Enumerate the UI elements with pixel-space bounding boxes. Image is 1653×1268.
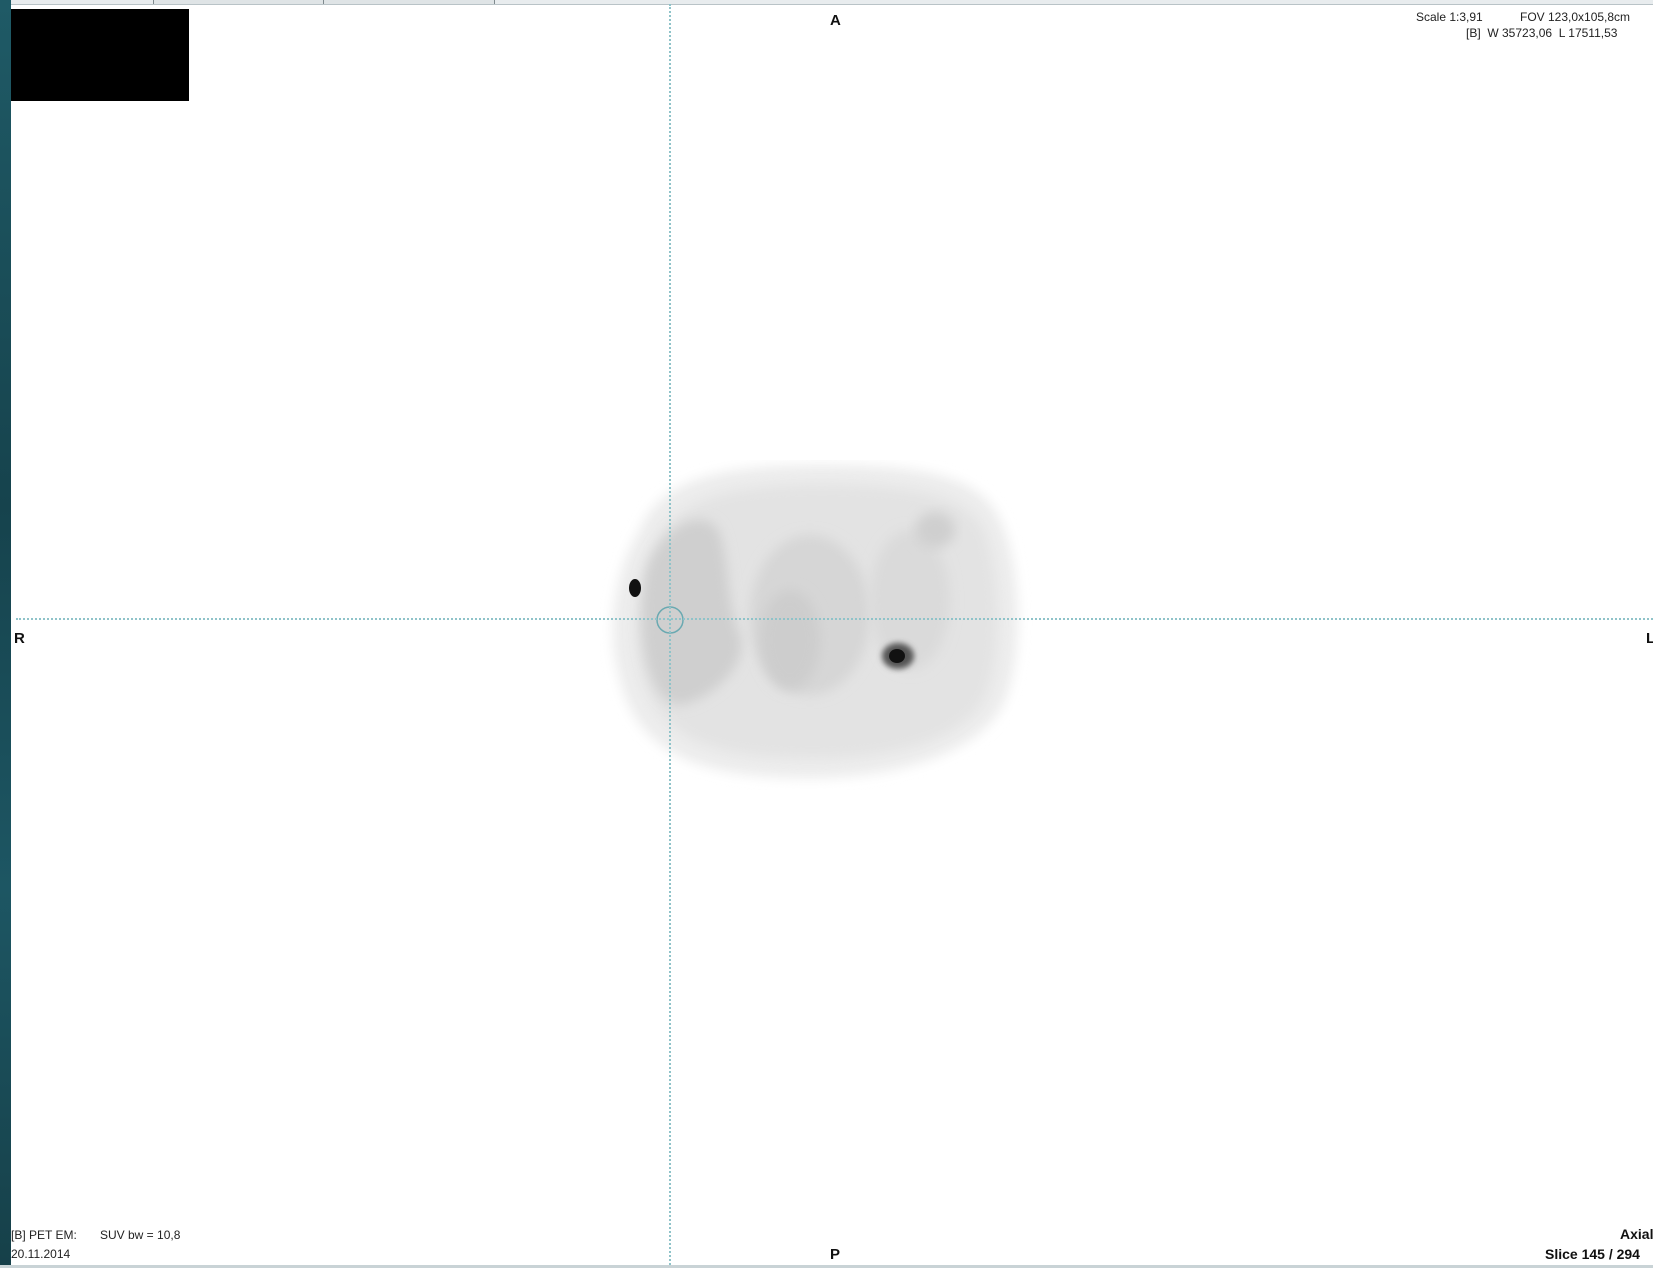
plane-label: Axial: [1620, 1226, 1653, 1242]
left-window-border: [0, 0, 11, 1268]
orientation-left: L: [1646, 630, 1653, 647]
fov-readout: FOV 123,0x105,8cm: [1520, 10, 1631, 24]
pet-axial-image: [612, 465, 1018, 779]
crosshair-vertical[interactable]: [669, 4, 671, 1265]
crosshair-horizontal[interactable]: [16, 618, 1653, 620]
scale-readout: Scale 1:3,91: [1416, 10, 1483, 24]
bottom-window-border: [0, 1265, 1653, 1268]
toolbar-tab-2[interactable]: [323, 0, 495, 4]
redacted-patient-info: [11, 9, 189, 101]
orientation-anterior: A: [830, 12, 841, 29]
slice-readout[interactable]: Slice 145 / 294: [1545, 1246, 1640, 1262]
orientation-right: R: [14, 630, 25, 647]
series-label: [B] PET EM:: [11, 1228, 77, 1242]
hot-lesion-roi: [629, 579, 641, 597]
top-toolbar-strip: [11, 0, 1653, 5]
suv-readout: SUV bw = 10,8: [100, 1228, 181, 1242]
window-level-readout: [B] W 35723,06 L 17511,53: [1466, 26, 1618, 40]
liver-region: [642, 520, 742, 705]
study-date: 20.11.2014: [11, 1247, 71, 1261]
left-organ: [870, 530, 950, 670]
orientation-posterior: P: [830, 1246, 841, 1263]
